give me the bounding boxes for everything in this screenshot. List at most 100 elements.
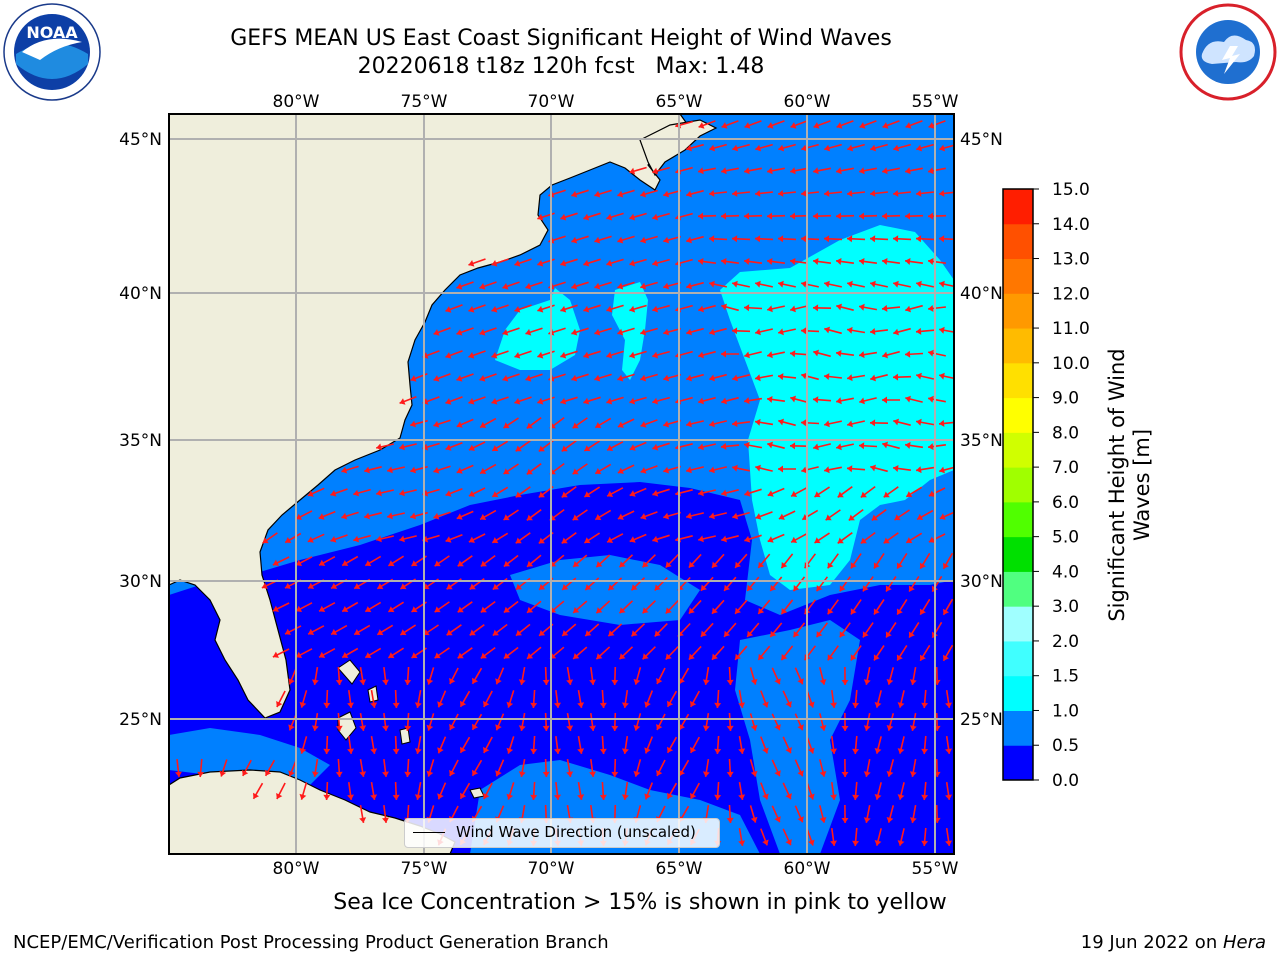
colorbar-segment (1003, 571, 1033, 607)
wave-direction-arrowhead (721, 212, 727, 220)
wave-direction-arrowhead (272, 559, 279, 566)
wave-direction-arrowhead (750, 678, 758, 685)
wave-direction-arrowhead (893, 328, 899, 336)
wave-direction-arrowhead (449, 723, 456, 730)
wave-direction-arrowhead (721, 350, 726, 358)
wave-direction-arrowhead (652, 305, 659, 313)
wave-direction-arrowhead (886, 679, 894, 685)
wave-direction-arrowhead (744, 167, 750, 175)
wave-direction-arrowhead (376, 443, 382, 451)
wave-direction-arrowhead (516, 629, 522, 636)
wave-direction-arrowhead (296, 651, 303, 658)
wave-direction-arrowhead (595, 468, 602, 475)
wave-direction-arrowhead (836, 303, 842, 311)
wave-direction-arrowhead (299, 747, 307, 754)
wave-direction-arrowhead (665, 561, 672, 568)
wave-direction-arrowhead (873, 608, 880, 615)
wave-direction-arrowhead (698, 351, 704, 359)
wave-direction-arrowhead (472, 769, 479, 776)
wave-direction-arrowhead (652, 397, 659, 405)
wave-direction-arrowhead (882, 396, 887, 404)
wave-direction-arrowhead (526, 422, 533, 429)
wave-direction-arrowhead (404, 725, 412, 731)
wave-direction-arrowhead (762, 839, 769, 846)
wave-direction-arrowhead (525, 282, 532, 290)
wave-direction-arrowhead (411, 652, 418, 659)
wave-direction-arrowhead (679, 769, 685, 776)
nws-logo (1179, 3, 1277, 101)
wave-direction-arrowhead (629, 397, 636, 405)
wave-direction-arrowhead (629, 213, 636, 221)
wave-direction-arrowhead (594, 328, 601, 336)
wave-direction-arrowhead (750, 816, 758, 823)
colorbar-tick-label: 3.0 (1052, 597, 1079, 617)
wave-direction-arrowhead (347, 702, 354, 708)
wave-direction-arrowhead (709, 190, 715, 197)
wave-direction-arrowhead (456, 375, 463, 382)
wave-direction-arrowhead (919, 608, 926, 615)
wave-direction-arrowhead (916, 280, 922, 288)
wave-direction-arrowhead (790, 167, 796, 175)
wave-direction-arrowhead (712, 653, 718, 660)
lon-tick-bottom: 55°W (912, 859, 959, 879)
wave-direction-arrowhead (607, 444, 614, 451)
wave-direction-arrowhead (778, 235, 784, 243)
wave-direction-arrowhead (813, 258, 819, 265)
wave-direction-arrowhead (631, 630, 638, 637)
wave-direction-arrowhead (908, 631, 915, 638)
wave-direction-arrowhead (468, 306, 475, 313)
wave-direction-arrowhead (859, 442, 865, 450)
wind-wave-direction-arrows (175, 120, 954, 847)
wave-direction-arrowhead (652, 351, 659, 359)
wave-direction-arrowhead (446, 583, 453, 590)
wave-direction-arrowhead (606, 397, 613, 405)
wave-direction-arrowhead (744, 535, 751, 543)
colorbar-segment (1003, 328, 1033, 364)
wave-direction-arrowhead (585, 630, 592, 636)
wave-direction-arrowhead (331, 582, 338, 589)
wave-direction-arrowhead (335, 771, 343, 777)
wave-direction-arrowhead (434, 560, 441, 567)
wave-direction-arrowhead (702, 771, 710, 777)
lat-tick-left: 30°N (119, 572, 162, 592)
wave-direction-arrowhead (939, 372, 945, 380)
wave-direction-arrowhead (502, 329, 509, 336)
wave-direction-arrowhead (827, 562, 834, 569)
wave-direction-arrowhead (744, 212, 750, 220)
wave-direction-arrowhead (738, 702, 746, 708)
wave-direction-arrowhead (566, 771, 574, 777)
wave-direction-arrowhead (836, 167, 842, 175)
wave-direction-arrowhead (288, 770, 295, 777)
wave-direction-arrowhead (837, 537, 844, 544)
wave-direction-arrowhead (905, 350, 911, 358)
wave-direction-arrowhead (785, 793, 792, 800)
wave-direction-arrowhead (939, 513, 946, 520)
wave-direction-arrowhead (882, 258, 888, 265)
wave-direction-arrowhead (873, 654, 880, 661)
lon-tick-top: 60°W (784, 92, 831, 112)
wave-direction-arrowhead (299, 701, 307, 708)
colorbar-label-line2: Waves [m] (1130, 428, 1154, 542)
wave-direction-arrowhead (801, 419, 807, 427)
wave-direction-arrowhead (801, 466, 807, 474)
wave-direction-arrowhead (744, 304, 750, 312)
wave-direction-arrowhead (537, 305, 544, 313)
wave-direction-arrowhead (410, 512, 416, 520)
wave-direction-arrowhead (819, 679, 827, 685)
wave-direction-arrowhead (617, 374, 624, 382)
wave-direction-arrowhead (778, 513, 785, 520)
lat-tick-left: 40°N (119, 284, 162, 304)
wave-direction-arrowhead (456, 421, 463, 428)
lon-tick-bottom: 70°W (528, 859, 575, 879)
wave-direction-arrowhead (686, 236, 692, 244)
wave-direction-arrowhead (917, 513, 924, 520)
wave-direction-arrowhead (561, 537, 568, 544)
footer-date-text: 19 Jun 2022 on (1080, 932, 1223, 953)
wave-direction-arrowhead (460, 746, 467, 753)
colorbar-tick-label: 0.0 (1052, 771, 1079, 791)
wave-direction-arrowhead (400, 629, 407, 636)
wave-direction-arrowhead (654, 630, 661, 637)
wave-direction-arrowhead (619, 607, 626, 614)
wave-direction-arrowhead (640, 190, 647, 198)
wave-direction-arrowhead (433, 329, 440, 336)
